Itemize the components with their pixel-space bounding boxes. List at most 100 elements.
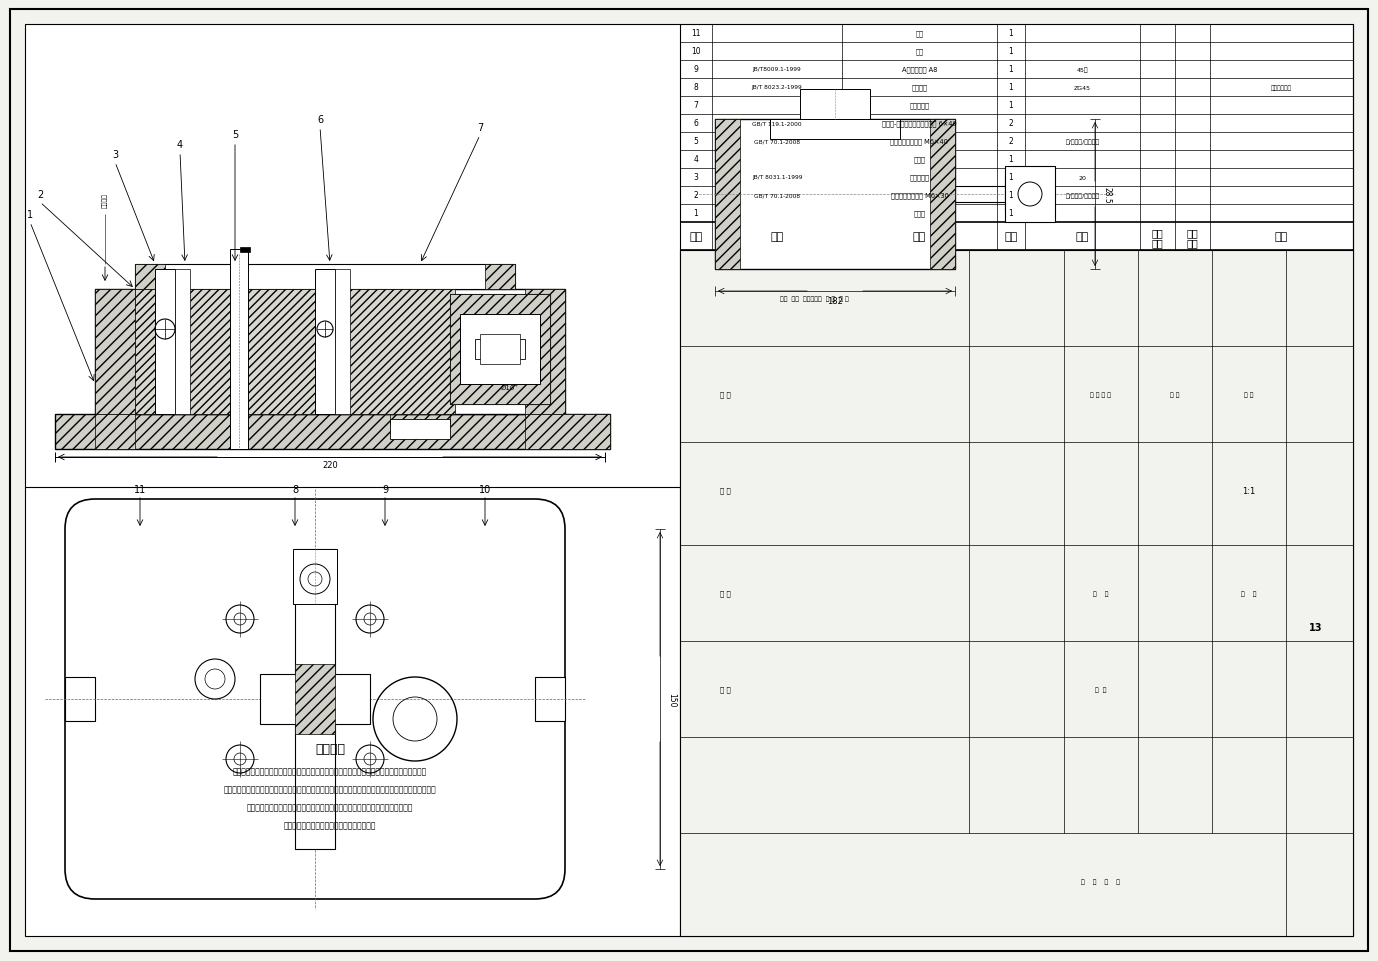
Text: 2: 2 [37,190,43,200]
Text: 2: 2 [1009,119,1013,129]
Text: 9: 9 [693,65,699,74]
Text: 4: 4 [176,140,183,150]
Text: 重量: 重量 [1152,238,1163,248]
Text: 9: 9 [382,484,389,495]
Text: 图样按规定填: 图样按规定填 [1271,86,1293,90]
Text: 内六角圆柱头螺钉 M6×40: 内六角圆柱头螺钉 M6×40 [890,138,948,145]
Text: 设 计: 设 计 [721,391,732,398]
Text: 4: 4 [693,156,699,164]
Text: 代号: 代号 [770,232,784,242]
Text: 1: 1 [1009,156,1013,164]
Text: 8: 8 [292,484,298,495]
Text: 第    张: 第 张 [1242,591,1257,596]
Text: ZG45: ZG45 [1073,86,1091,90]
Text: 夹具体: 夹具体 [914,210,926,217]
Text: 星形把手: 星形把手 [911,85,927,91]
Text: 11: 11 [134,484,146,495]
Text: JB/T 8023.2-1999: JB/T 8023.2-1999 [751,86,802,90]
Bar [295,664,335,734]
Text: 日  期: 日 期 [1096,686,1107,692]
Text: 比 例: 比 例 [1244,392,1254,398]
Text: 1: 1 [1009,84,1013,92]
Text: 进入装配的零件及部件（包括外购件、外协件），均必须具有检验部门的合格证方能进行装配。: 进入装配的零件及部件（包括外购件、外协件），均必须具有检验部门的合格证方能进行装… [233,767,427,776]
Text: 装配前应对零、部件的主要配合尺寸，特别是过盈配合尺寸及相关精度进行复查。: 装配前应对零、部件的主要配合尺寸，特别是过盈配合尺寸及相关精度进行复查。 [247,802,413,812]
Text: 7: 7 [693,102,699,111]
Bar [260,675,371,725]
Bar [715,120,740,270]
Text: 10: 10 [480,484,491,495]
Bar [475,339,525,359]
FancyBboxPatch shape [65,500,565,899]
Text: 定位圆柱销: 定位圆柱销 [909,103,930,110]
Bar [451,295,550,405]
Bar [1005,167,1056,223]
Bar [451,295,550,405]
Text: 总计: 总计 [1186,228,1199,237]
Text: 审 核: 审 核 [721,487,732,494]
Text: JB/T 8031.1-1999: JB/T 8031.1-1999 [752,175,802,181]
Bar [240,248,249,253]
Text: 滑槽: 滑槽 [915,49,923,55]
Text: 标记  处数  更改文件号  签 字  日 期: 标记 处数 更改文件号 签 字 日 期 [780,296,849,302]
Text: 共    集    第    张: 共 集 第 张 [1082,878,1120,884]
Bar [135,264,515,289]
Text: 零件在装配前必须清理和清洗干净，不得有毛刺、飞边、氧化皮、锈蚀、切削、油污、着色剂和灰全等。: 零件在装配前必须清理和清洗干净，不得有毛刺、飞边、氧化皮、锈蚀、切削、油污、着色… [223,785,437,794]
Text: 单件: 单件 [1152,228,1163,237]
Text: 定位块: 定位块 [914,157,926,163]
Text: 182: 182 [827,297,843,307]
Text: 工 艺: 工 艺 [721,590,732,597]
Text: 内六角圆柱头螺钉 M6×30: 内六角圆柱头螺钉 M6×30 [890,192,948,199]
Text: 1: 1 [1009,65,1013,74]
Text: 名称: 名称 [912,232,926,242]
Text: 1: 1 [1009,102,1013,111]
Text: 1: 1 [28,209,33,220]
Bar [460,314,540,384]
Text: 共    集: 共 集 [1093,591,1108,596]
Bar [335,270,350,414]
Text: 11: 11 [692,30,701,38]
Text: 批 准: 批 准 [721,686,732,693]
Text: 1: 1 [1009,47,1013,57]
Text: 3: 3 [112,150,119,160]
Text: GB/T 70.1-2008: GB/T 70.1-2008 [754,193,801,198]
Text: 5: 5 [232,130,238,140]
Text: 锂/不锈锂/有色金属: 锂/不锈锂/有色金属 [1065,193,1100,199]
Text: 备注: 备注 [1275,232,1288,242]
Bar [135,289,455,414]
Text: 1: 1 [1009,173,1013,183]
Bar [485,264,515,289]
Bar [525,414,610,450]
Text: 圆形对刀块: 圆形对刀块 [909,175,930,181]
Text: 图 样 标 记: 图 样 标 记 [1090,392,1111,398]
Bar [95,289,565,414]
Text: 5: 5 [693,137,699,146]
Text: 1: 1 [1009,30,1013,38]
Text: 1:1: 1:1 [1242,486,1255,495]
Text: 45锂: 45锂 [1076,67,1089,73]
Bar [715,120,955,270]
Text: 模具放置: 模具放置 [102,192,107,208]
Text: 技术要求: 技术要求 [316,743,344,755]
Bar [230,250,248,450]
Bar [770,120,900,140]
Text: 序号: 序号 [689,232,703,242]
Bar [55,414,610,450]
Bar [295,550,335,850]
Text: 6: 6 [317,115,322,125]
Bar [535,678,565,722]
Text: 3: 3 [693,173,699,183]
Bar [294,550,338,604]
Text: 8: 8 [693,84,699,92]
Text: 1: 1 [693,209,699,218]
Text: 6: 6 [693,119,699,129]
Bar [154,270,175,414]
Text: 28.5: 28.5 [1102,186,1112,203]
Text: 220: 220 [322,461,338,470]
Bar [55,414,610,450]
Text: A型光面压块 A8: A型光面压块 A8 [901,66,937,73]
Text: 150: 150 [667,692,677,706]
Text: 13: 13 [1309,623,1323,632]
Text: 10: 10 [692,47,701,57]
Text: 锂/不锈锂/有色金属: 锂/不锈锂/有色金属 [1065,139,1100,145]
Bar [65,678,95,722]
